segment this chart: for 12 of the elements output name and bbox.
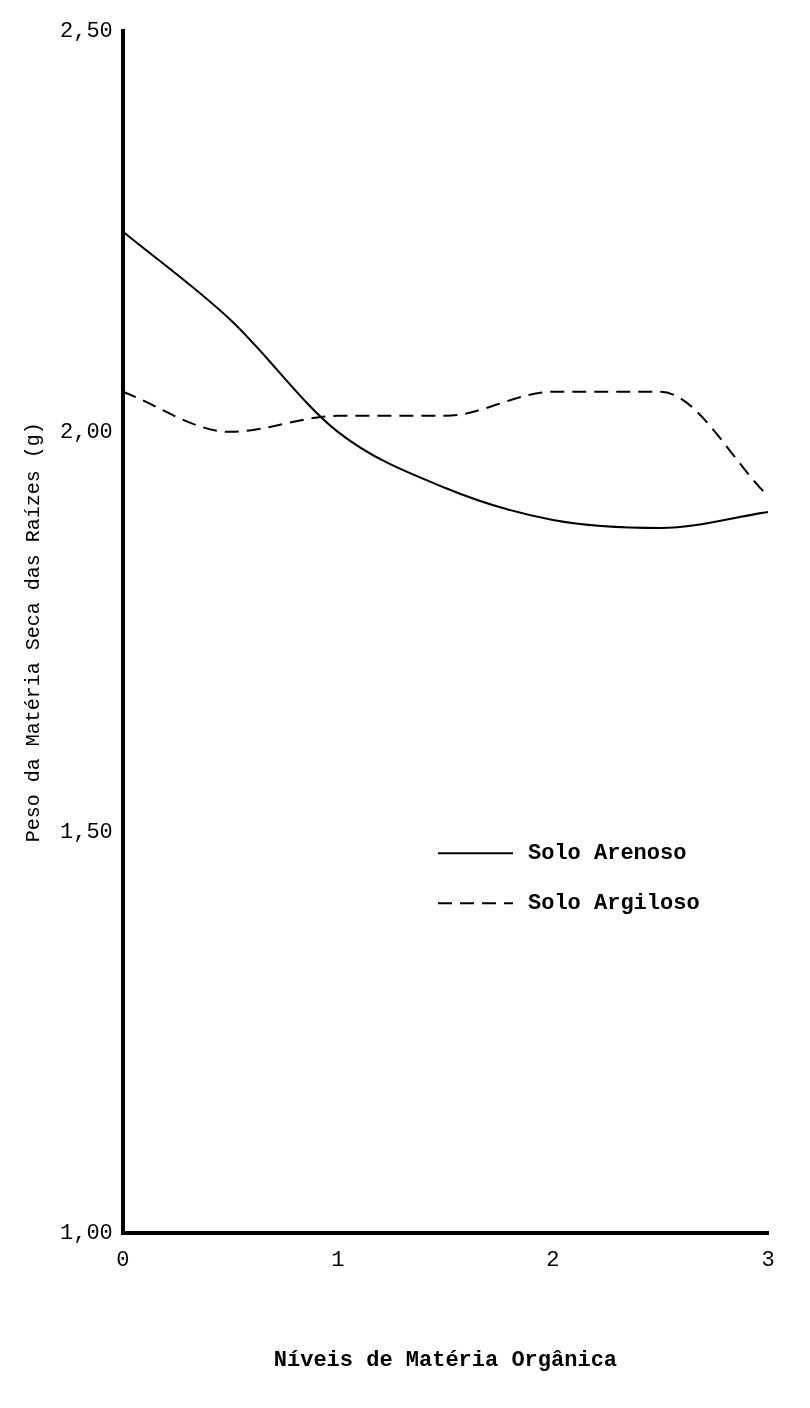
x-axis-title: Níveis de Matéria Orgânica (273, 1348, 618, 1374)
x-tick-label: 1 (331, 1248, 345, 1274)
y-tick-label: 2,50 (60, 19, 113, 45)
legend-label: Solo Argiloso (528, 890, 700, 916)
x-tick-label: 0 (116, 1248, 130, 1274)
y-axis-title: Peso da Matéria Seca das Raízes (g) (22, 422, 46, 843)
x-tick-label: 2 (546, 1248, 560, 1274)
y-tick-label: 1,00 (60, 1221, 113, 1247)
x-tick-label: 3 (761, 1248, 775, 1274)
y-tick-label: 2,00 (60, 419, 113, 445)
legend-label: Solo Arenoso (528, 840, 687, 866)
y-tick-label: 1,50 (60, 820, 113, 846)
